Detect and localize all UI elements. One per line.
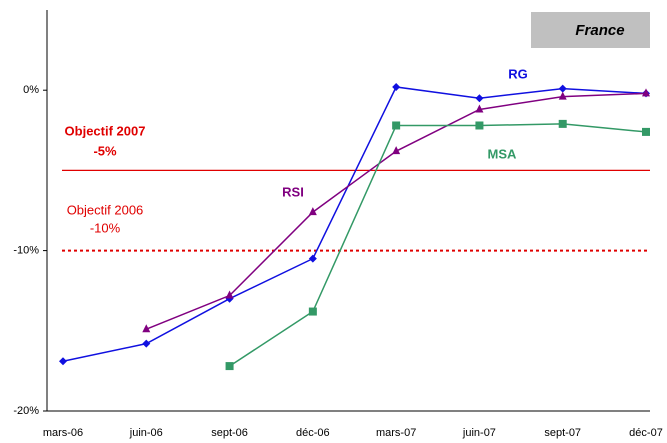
chart-title: France xyxy=(575,22,624,39)
series-line xyxy=(62,86,647,363)
x-tick-label: juin-06 xyxy=(129,427,163,439)
marker xyxy=(142,324,151,333)
reference-value-label: -5% xyxy=(93,143,117,158)
marker xyxy=(308,254,317,263)
marker xyxy=(308,207,317,216)
reference-value-label: -10% xyxy=(90,220,121,235)
reference-label: Objectif 2006 xyxy=(67,202,144,217)
marker xyxy=(392,121,401,130)
marker xyxy=(475,121,484,130)
marker xyxy=(558,91,567,100)
x-tick-label: sept-07 xyxy=(544,427,581,439)
marker xyxy=(59,357,67,366)
x-tick-label: mars-07 xyxy=(376,427,416,439)
x-tick-label: sept-06 xyxy=(211,427,248,439)
x-tick-label: déc-06 xyxy=(296,427,330,439)
x-tick-label: déc-07 xyxy=(629,427,663,439)
series-label: RSI xyxy=(282,184,304,199)
reference-label: Objectif 2007 xyxy=(65,123,146,138)
series-label: RG xyxy=(508,66,528,81)
series-line xyxy=(229,123,647,367)
marker xyxy=(392,82,401,91)
marker xyxy=(475,94,484,103)
x-tick-label: juin-07 xyxy=(462,427,496,439)
marker xyxy=(392,146,401,155)
series-label: MSA xyxy=(488,146,518,161)
marker xyxy=(225,290,234,299)
marker xyxy=(142,339,151,348)
title-box xyxy=(531,12,650,48)
marker xyxy=(475,104,484,113)
marker xyxy=(308,307,317,316)
marker xyxy=(642,88,650,97)
marker xyxy=(558,119,567,128)
x-tick-label: mars-06 xyxy=(43,427,83,439)
marker xyxy=(225,362,234,371)
y-tick-label: 0% xyxy=(23,84,39,96)
marker xyxy=(642,127,650,136)
y-tick-label: -10% xyxy=(13,245,39,257)
marker xyxy=(558,84,567,93)
y-tick-label: -20% xyxy=(13,405,39,417)
